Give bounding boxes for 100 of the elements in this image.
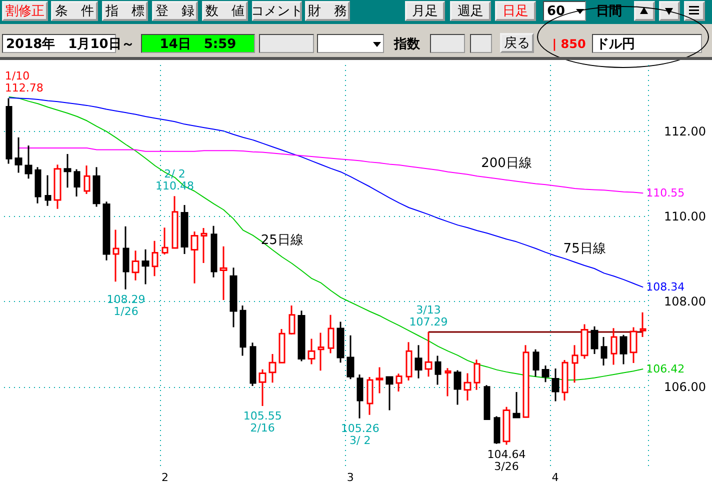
candlestick	[414, 344, 422, 380]
candlestick	[278, 328, 286, 364]
text: コメント	[251, 1, 303, 21]
candlestick	[308, 338, 316, 366]
y-tick-label: 110.00	[664, 210, 706, 224]
text: ～	[120, 36, 136, 53]
y-tick-label: 106.00	[664, 380, 706, 394]
candlestick	[532, 348, 540, 378]
line-series	[8, 96, 644, 381]
text: 日足	[495, 1, 536, 21]
candlestick	[318, 332, 324, 372]
text: 条 件	[51, 1, 98, 21]
candlestick	[34, 166, 42, 204]
annotation: 105.55 2/16	[243, 409, 282, 434]
candlestick	[162, 226, 168, 256]
candlestick	[640, 312, 646, 338]
candlestick	[112, 229, 120, 282]
candlestick	[74, 168, 80, 198]
candlestick	[356, 374, 364, 420]
text: 指数	[392, 36, 421, 53]
candlestick	[562, 359, 568, 402]
text: 数 値	[202, 1, 248, 21]
text: 戻る	[500, 33, 534, 53]
candlestick	[44, 174, 52, 207]
candlestick	[542, 364, 550, 383]
candlestick	[54, 164, 62, 210]
candlestick	[376, 366, 384, 394]
candlestick	[268, 353, 276, 384]
candlestick	[620, 334, 628, 366]
candlestick	[630, 326, 638, 364]
candlestick	[152, 240, 158, 277]
candlestick	[258, 368, 266, 407]
series-label: 25日線	[260, 232, 304, 248]
candlestick	[328, 314, 334, 354]
candlestick	[386, 375, 394, 411]
candlestick	[522, 344, 530, 418]
candlestick	[14, 136, 22, 174]
candlestick	[336, 320, 344, 364]
candlestick	[220, 246, 228, 301]
annotation: 1/10 112.78	[4, 70, 44, 95]
candlestick	[200, 227, 208, 264]
candlestick	[396, 372, 402, 392]
candlestick	[406, 341, 412, 382]
candlestick	[424, 331, 432, 378]
data-label: 110.55	[646, 186, 685, 200]
annotation: 108.29 1/26	[106, 292, 146, 318]
annotation: 105.26 3/ 2	[340, 422, 380, 447]
candlestick	[230, 266, 238, 328]
candlestick	[92, 166, 100, 208]
candlestick	[572, 344, 578, 384]
text: 2018年 1月10日	[5, 36, 122, 53]
candlestick	[434, 355, 442, 386]
candlestick	[346, 334, 354, 380]
line-series	[8, 97, 644, 288]
candlestick	[250, 342, 256, 387]
y-tick-label: 108.00	[664, 294, 706, 309]
text: 月足	[405, 1, 445, 21]
candlestick	[180, 204, 188, 255]
data-label: 106.42	[646, 362, 685, 376]
text: | 850	[551, 36, 587, 53]
x-tick-label: 4	[552, 471, 559, 483]
candlestick	[102, 200, 110, 262]
candlestick	[24, 144, 32, 180]
series-label: 75日線	[563, 242, 606, 257]
annotation: 104.64 3/26	[487, 448, 526, 474]
candlestick	[6, 97, 12, 165]
candlestick	[502, 406, 510, 446]
text: 登 録	[152, 1, 198, 21]
candlestick	[474, 358, 480, 391]
candlestick	[132, 250, 140, 282]
series-label: 200日線	[481, 156, 532, 171]
candlestick	[610, 327, 618, 366]
text: 割修正	[2, 1, 48, 21]
x-tick-label: 3	[346, 471, 354, 483]
candlestick	[494, 415, 500, 445]
candlestick	[512, 391, 520, 418]
candlestick	[190, 230, 198, 284]
x-tick-label: 2	[162, 471, 168, 483]
candlestick	[84, 164, 90, 195]
candlestick	[172, 195, 178, 250]
candlestick	[366, 376, 374, 416]
data-label: 108.34	[646, 280, 685, 294]
candlestick	[580, 324, 588, 360]
candlestick	[590, 326, 598, 355]
line-series	[18, 148, 644, 194]
candlestick	[464, 372, 472, 402]
text: ドル円	[592, 34, 702, 53]
text: 14日 5:59	[141, 34, 255, 53]
candlestick	[240, 304, 246, 357]
candlestick	[444, 367, 452, 397]
candlestick	[454, 369, 462, 406]
candlestick	[210, 225, 218, 278]
candlestick	[484, 384, 490, 421]
candlestick	[600, 336, 608, 366]
candlestick	[64, 153, 72, 188]
candlestick	[552, 368, 560, 402]
text: 60	[543, 1, 586, 21]
text: 指 標	[102, 1, 148, 21]
candlestick	[298, 310, 306, 362]
text: 財 務	[305, 1, 350, 21]
